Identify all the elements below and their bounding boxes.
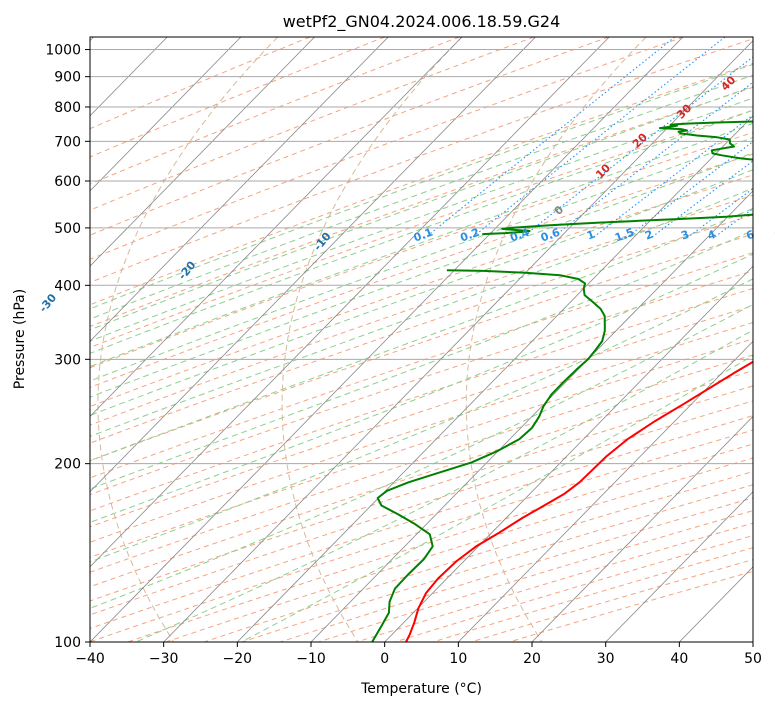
- moist-adiabat-line: [90, 74, 753, 320]
- mixing-ratio-label: 1.5: [613, 226, 636, 245]
- moist-adiabat-line: [90, 187, 753, 437]
- plot-background: [90, 37, 753, 642]
- isotherm-line: [90, 37, 463, 418]
- mixing-ratio-label: 0.4: [508, 226, 531, 245]
- x-tick-label: 30: [597, 651, 615, 667]
- isotherm-line: [458, 340, 753, 642]
- x-tick-label: −10: [296, 651, 326, 667]
- dewpoint-upper-profile-line: [371, 269, 606, 642]
- isotherm-line: [90, 37, 536, 493]
- mixing-ratio-label: 0.1: [412, 226, 435, 245]
- isotherm-line: [90, 37, 242, 192]
- isotherm-line: [90, 37, 315, 267]
- chart-title: wetPf2_GN04.2024.006.18.59.G24: [283, 12, 561, 32]
- dry-adiabat-line: [90, 131, 753, 369]
- y-tick-label: 300: [54, 352, 81, 368]
- curved-reference-line: [97, 37, 279, 642]
- y-tick-label: 600: [54, 174, 81, 190]
- x-axis-label: Temperature (°C): [360, 681, 482, 697]
- isotherm-line: [310, 190, 753, 642]
- y-tick-label: 400: [54, 278, 81, 294]
- mixing-ratio-label: 1: [585, 228, 597, 243]
- x-tick-label: −20: [223, 651, 253, 667]
- y-tick-label: 500: [54, 221, 81, 237]
- isotherm-line: [605, 491, 753, 642]
- x-tick-label: 10: [449, 651, 467, 667]
- mixing-ratio-label: 8: [773, 228, 775, 243]
- dry-adiabat-line: [90, 385, 753, 602]
- dry-adiabat-line: [90, 252, 753, 479]
- x-tick-label: 40: [670, 651, 688, 667]
- dry-adiabat-line: [90, 37, 684, 260]
- dewpoint-profile-line: [482, 120, 753, 236]
- y-tick-label: 700: [54, 134, 81, 150]
- mixing-ratio-label: 0.2: [458, 226, 481, 245]
- y-tick-label: 1000: [45, 43, 81, 59]
- moist-adiabat-line: [90, 169, 753, 416]
- mixing-ratio-line: [751, 236, 753, 239]
- x-tick-label: 50: [744, 651, 762, 667]
- dry-adiabat-line: [90, 38, 753, 283]
- mixing-ratio-line: [520, 56, 753, 239]
- dry-adiabat-line: [90, 214, 753, 444]
- mixing-ratio-line: [625, 140, 753, 239]
- x-tick-label: −30: [149, 651, 179, 667]
- mixing-ratio-label: 0.6: [539, 226, 562, 245]
- y-tick-label: 800: [54, 100, 81, 116]
- mixing-ratio-label: 3: [679, 228, 691, 243]
- temperature-profile-line: [405, 360, 753, 642]
- moist-adiabat-line: [90, 253, 753, 523]
- y-tick-label: 900: [54, 70, 81, 86]
- dry-adiabat-line: [90, 37, 311, 130]
- dry-adiabat-line: [90, 270, 753, 496]
- mixing-ratio-label: 4: [706, 228, 718, 243]
- mixing-ratio-line: [685, 187, 753, 239]
- x-tick-label: 0: [380, 651, 389, 667]
- moist-adiabat-line: [90, 136, 753, 382]
- curved-reference-line: [465, 37, 647, 642]
- y-tick-label: 200: [54, 457, 81, 473]
- isotherm-line: [752, 641, 753, 642]
- isotherm-line: [90, 37, 610, 568]
- dry-adiabat-line: [90, 354, 753, 573]
- dry-adiabat-line: [90, 305, 753, 528]
- x-tick-label: −40: [75, 651, 105, 667]
- isotherm-line: [531, 415, 753, 642]
- dry-adiabat-line: [90, 37, 460, 185]
- mixing-ratio-label: 6: [744, 228, 756, 243]
- plot-frame: [89, 36, 754, 643]
- y-axis-label: Pressure (hPa): [12, 289, 28, 389]
- moist-adiabat-line: [90, 85, 753, 331]
- moist-adiabat-line: [90, 303, 753, 609]
- moist-adiabat-line: [90, 63, 753, 310]
- dry-adiabat-label: -30: [37, 291, 60, 315]
- isotherm-line: [90, 37, 684, 642]
- dry-adiabat-line: [90, 109, 753, 348]
- isotherm-line: [90, 37, 389, 342]
- curved-reference-line: [281, 37, 463, 642]
- mixing-ratio-label: 2: [643, 228, 655, 243]
- y-tick-label: 100: [54, 635, 81, 651]
- isotherm-line: [237, 115, 753, 642]
- isotherm-line: [163, 40, 753, 642]
- moist-adiabat-line: [90, 229, 753, 490]
- x-tick-label: 20: [523, 651, 541, 667]
